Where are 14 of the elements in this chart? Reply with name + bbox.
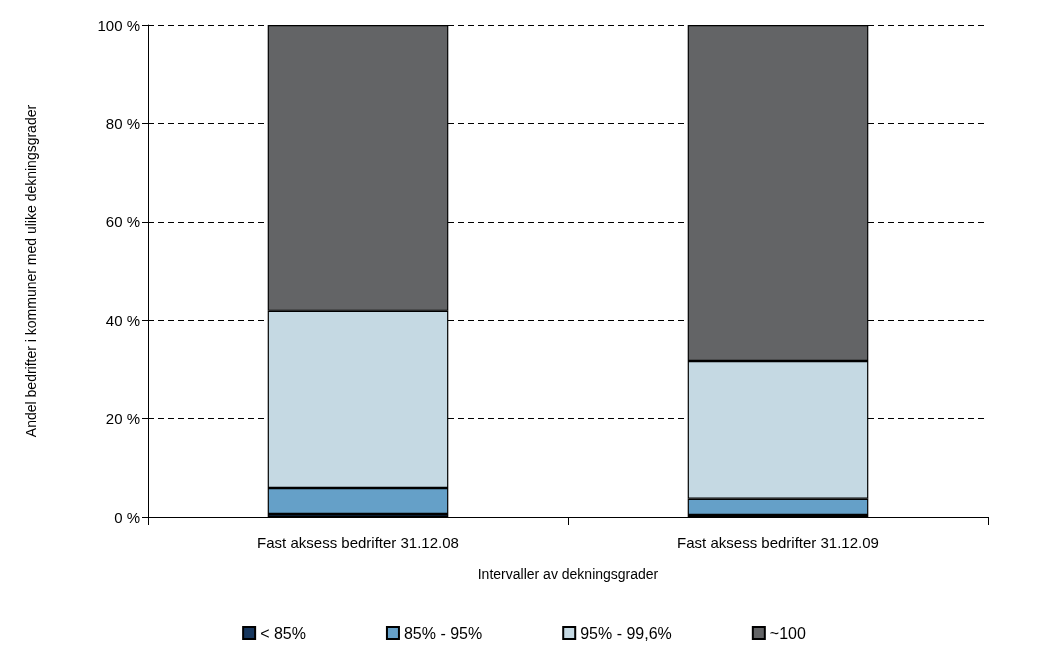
y-tick-label: 80 % <box>105 114 140 132</box>
y-axis-title: Andel bedrifter i kommuner med ulike dekningsgrader <box>23 104 39 438</box>
legend-label: < 85% <box>260 624 306 642</box>
legend-label: 85% - 95% <box>403 624 483 642</box>
legend-label: ~100 <box>769 624 806 642</box>
y-tick-label: 100 % <box>97 16 140 34</box>
y-tick-label: 20 % <box>105 410 140 428</box>
x-tick-label: Fast aksess bedrifter 31.12.09 <box>677 534 879 551</box>
y-tick-label: 0 % <box>114 508 140 526</box>
y-tick-label: 60 % <box>105 213 140 231</box>
y-tick-label: 40 % <box>105 311 140 329</box>
x-tick-label: Fast aksess bedrifter 31.12.08 <box>257 534 459 551</box>
x-axis-title: Intervaller av dekningsgrader <box>477 566 659 582</box>
legend-label: 95% - 99,6% <box>580 624 672 642</box>
